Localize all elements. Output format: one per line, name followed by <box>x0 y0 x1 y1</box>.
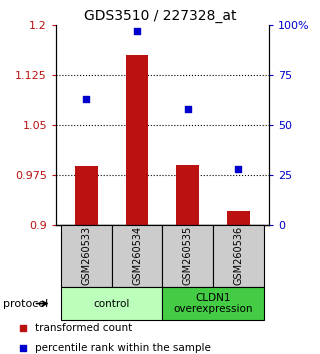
Bar <box>61 225 112 287</box>
Bar <box>176 165 199 225</box>
Text: GSM260534: GSM260534 <box>132 226 142 285</box>
Text: GSM260533: GSM260533 <box>81 226 92 285</box>
Bar <box>112 225 163 287</box>
Bar <box>227 211 250 225</box>
Text: control: control <box>93 298 130 309</box>
Text: GSM260536: GSM260536 <box>233 226 244 285</box>
Point <box>84 96 89 102</box>
Bar <box>163 225 213 287</box>
Text: percentile rank within the sample: percentile rank within the sample <box>35 343 211 353</box>
Point <box>185 106 190 112</box>
Bar <box>75 166 98 225</box>
Bar <box>213 225 264 287</box>
Bar <box>126 55 148 225</box>
Text: GDS3510 / 227328_at: GDS3510 / 227328_at <box>84 9 236 23</box>
Point <box>20 325 26 331</box>
Point <box>134 28 140 34</box>
Bar <box>61 287 163 320</box>
Point <box>20 345 26 351</box>
Text: CLDN1
overexpression: CLDN1 overexpression <box>173 293 253 314</box>
Text: transformed count: transformed count <box>35 323 132 333</box>
Bar <box>163 287 264 320</box>
Text: GSM260535: GSM260535 <box>183 226 193 285</box>
Text: protocol: protocol <box>3 298 48 309</box>
Point <box>236 166 241 172</box>
